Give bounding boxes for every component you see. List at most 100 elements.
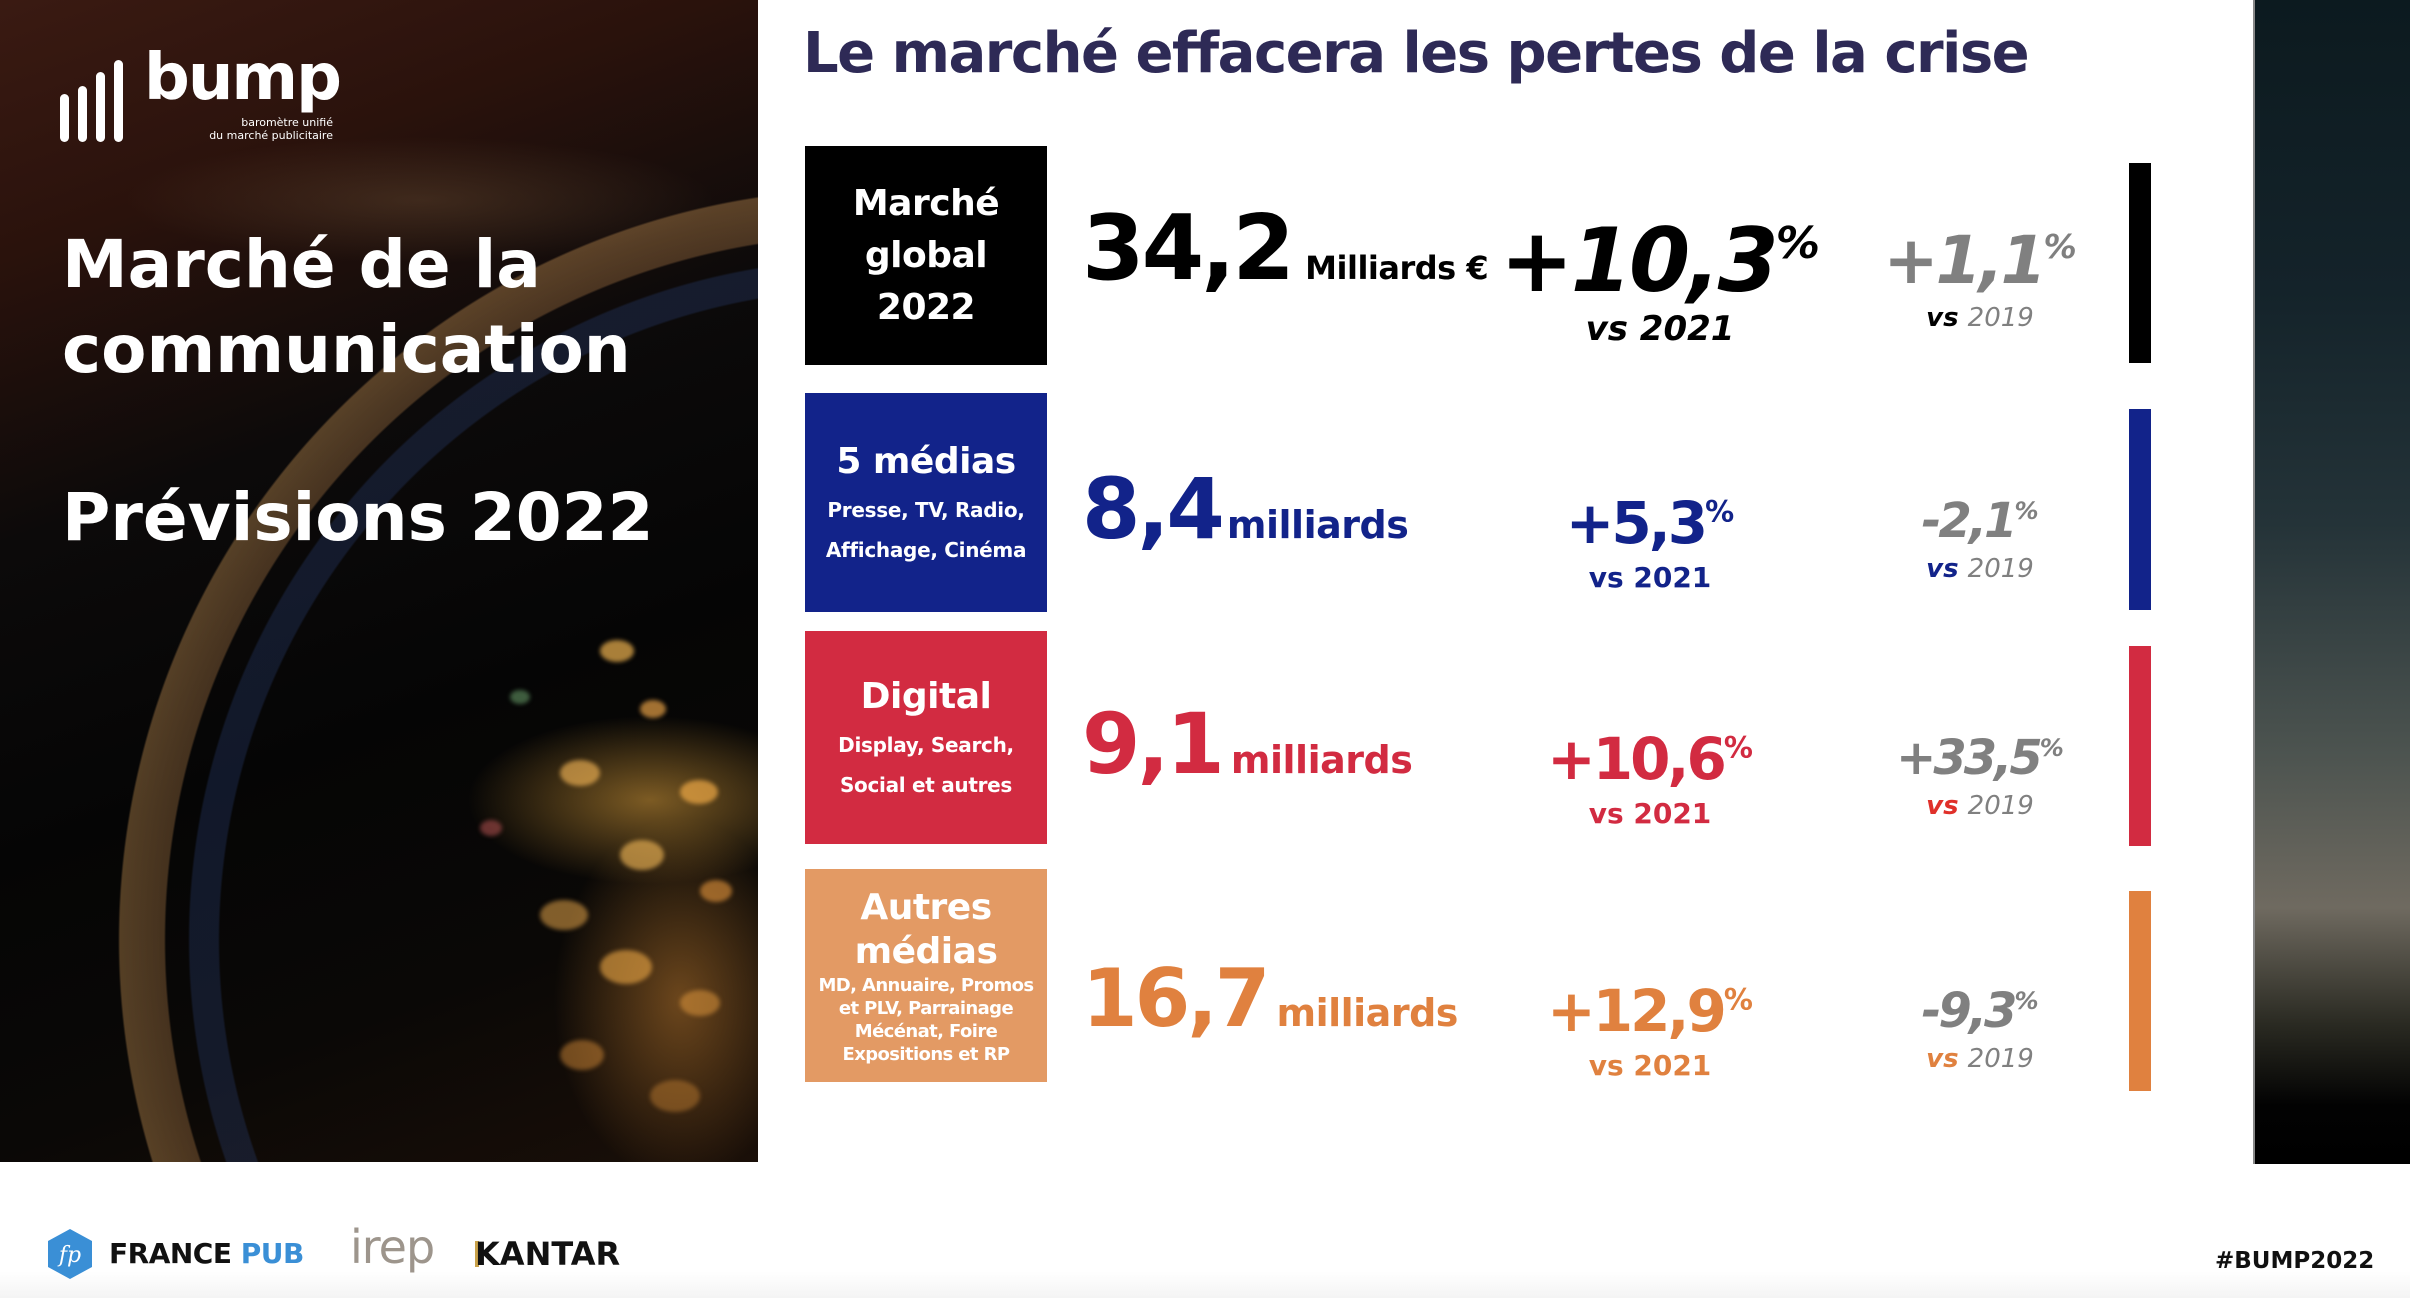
percent-sign: %	[1705, 494, 1735, 528]
bokeh-light	[560, 760, 600, 786]
percent-sign: %	[2039, 734, 2064, 762]
growth-number: +10,6	[1547, 724, 1727, 793]
accent-bar-5-medias	[2129, 409, 2151, 610]
growth-number: +10,3	[1500, 209, 1779, 312]
growth-value: +12,9%	[1547, 977, 1753, 1045]
bokeh-light	[560, 1040, 604, 1070]
category-title: Digital	[860, 675, 992, 717]
growth-value: -9,3%	[1860, 968, 2100, 1044]
france-pub-logo: FRANCE PUB	[109, 1236, 304, 1272]
category-box-5-medias: 5 médias Presse, TV, Radio, Affichage, C…	[805, 393, 1047, 612]
bokeh-light	[680, 780, 718, 804]
category-title: 5 médias	[836, 440, 1016, 482]
amount-global: 34,2 Milliards €	[1082, 196, 1489, 301]
category-subtitle: MD, Annuaire, Promos	[818, 974, 1034, 996]
percent-sign: %	[1775, 218, 1820, 269]
vs-text: vs	[1926, 1044, 1959, 1074]
page-title: Le marché effacera les pertes de la cris…	[803, 21, 2030, 86]
section-subtitle: Prévisions 2022	[62, 479, 654, 556]
france-pub-name-part1: FRANCE	[109, 1237, 232, 1270]
footer	[0, 1164, 2410, 1298]
hero-photo-right	[2253, 0, 2410, 1164]
bokeh-light	[480, 820, 502, 836]
category-subtitle: Social et autres	[839, 772, 1013, 797]
amount-value: 34,2	[1082, 196, 1295, 301]
fp-icon-text: fp	[57, 1243, 81, 1268]
category-subtitle: Mécénat, Foire	[854, 1020, 998, 1042]
category-subtitle: Expositions et RP	[842, 1043, 1011, 1065]
bokeh-light	[540, 900, 588, 930]
amount-unit: Milliards €	[1305, 249, 1489, 287]
amount-autres-medias: 16,7 milliards	[1082, 952, 1458, 1045]
category-title: Autres	[860, 886, 992, 928]
year-text: 2019	[1967, 302, 2034, 333]
hashtag: #BUMP2022	[2215, 1248, 2375, 1274]
growth-label: vs 2021	[1588, 796, 1712, 830]
year-text: 2019	[1967, 554, 2034, 584]
growth-label: vs 2019	[1860, 303, 2100, 333]
growth-vs-2019-global: +1,1% vs 2019	[1860, 205, 2100, 333]
year-text: 2019	[1967, 791, 2034, 821]
growth-label: vs 2019	[1860, 791, 2100, 821]
amount-value: 9,1	[1082, 695, 1225, 793]
percent-sign: %	[1723, 730, 1753, 764]
growth-number: +12,9	[1547, 976, 1727, 1045]
accent-bar-autres-medias	[2129, 891, 2151, 1091]
accent-bar-digital	[2129, 646, 2151, 846]
year-text: 2019	[1967, 1044, 2034, 1074]
category-subtitle: Presse, TV, Radio,	[827, 497, 1025, 522]
amount-5-medias: 8,4 milliards	[1082, 460, 1409, 558]
bokeh-light	[510, 690, 530, 704]
growth-vs-2019-digital: +33,5% vs 2019	[1860, 715, 2100, 821]
percent-sign: %	[2014, 987, 2039, 1015]
logo-bar	[78, 86, 87, 142]
vs-text: vs	[1926, 791, 1959, 821]
growth-number: -9,3	[1921, 983, 2018, 1039]
growth-number: +1,1	[1883, 221, 2046, 299]
bump-bars-icon	[60, 60, 123, 142]
bokeh-light	[620, 840, 664, 870]
growth-vs-2019-autres-medias: -9,3% vs 2019	[1860, 968, 2100, 1074]
growth-label: vs 2019	[1860, 554, 2100, 584]
category-box-autres-medias: Autres médias MD, Annuaire, Promos et PL…	[805, 869, 1047, 1082]
logo-tagline-line1: baromètre unifié	[241, 116, 333, 129]
irep-logo: irep	[350, 1220, 435, 1274]
amount-unit: milliards	[1230, 738, 1413, 782]
bokeh-light	[700, 880, 732, 902]
kantar-logo: KANTAR	[475, 1236, 620, 1272]
growth-value: -2,1%	[1860, 478, 2100, 554]
bokeh-light	[640, 700, 666, 718]
category-subtitle: et PLV, Parrainage	[838, 997, 1014, 1019]
amount-value: 16,7	[1082, 952, 1270, 1045]
section-title: Marché de la communication	[62, 222, 722, 392]
amount-digital: 9,1 milliards	[1082, 695, 1413, 793]
accent-bar-global	[2129, 163, 2151, 363]
growth-number: +5,3	[1565, 488, 1708, 557]
growth-label: vs 2021	[1588, 560, 1712, 594]
category-subtitle: Affichage, Cinéma	[825, 537, 1027, 562]
category-title: médias	[854, 930, 998, 972]
growth-value: +10,6%	[1547, 725, 1753, 793]
growth-value: +5,3%	[1566, 489, 1734, 557]
fp-hexagon-icon: fp	[48, 1229, 92, 1279]
logo-tagline: baromètre unifié du marché publicitaire	[148, 116, 333, 142]
growth-vs-2021-digital: +10,6% vs 2021	[1520, 708, 1780, 830]
category-title: global	[864, 234, 988, 276]
section-title-line1: Marché de la	[62, 226, 541, 303]
growth-value: +33,5%	[1860, 715, 2100, 791]
percent-sign: %	[2014, 497, 2039, 525]
growth-label: vs 2021	[1588, 1048, 1712, 1082]
hero-photo-left	[0, 0, 758, 1162]
percent-sign: %	[1723, 982, 1753, 1016]
logo-bar	[114, 60, 123, 142]
category-box-global: Marché global 2022	[805, 146, 1047, 365]
vs-text: vs	[1926, 302, 1959, 333]
fp-hexagon-shape	[48, 1229, 92, 1279]
bokeh-light	[650, 1080, 700, 1112]
growth-value: +10,3%	[1500, 209, 1820, 312]
percent-sign: %	[2043, 227, 2077, 266]
category-title: 2022	[876, 286, 976, 328]
kantar-name: KANTAR	[475, 1235, 621, 1273]
logo-bar	[60, 94, 69, 142]
growth-vs-2019-5-medias: -2,1% vs 2019	[1860, 478, 2100, 584]
